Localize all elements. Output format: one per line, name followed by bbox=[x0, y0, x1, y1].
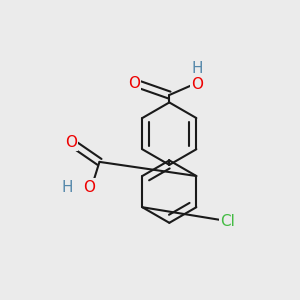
Text: H: H bbox=[61, 180, 73, 195]
Text: O: O bbox=[65, 135, 77, 150]
Text: O: O bbox=[128, 76, 140, 91]
Text: O: O bbox=[192, 77, 204, 92]
Text: O: O bbox=[83, 180, 95, 195]
Text: Cl: Cl bbox=[220, 214, 235, 229]
Text: H: H bbox=[192, 61, 203, 76]
